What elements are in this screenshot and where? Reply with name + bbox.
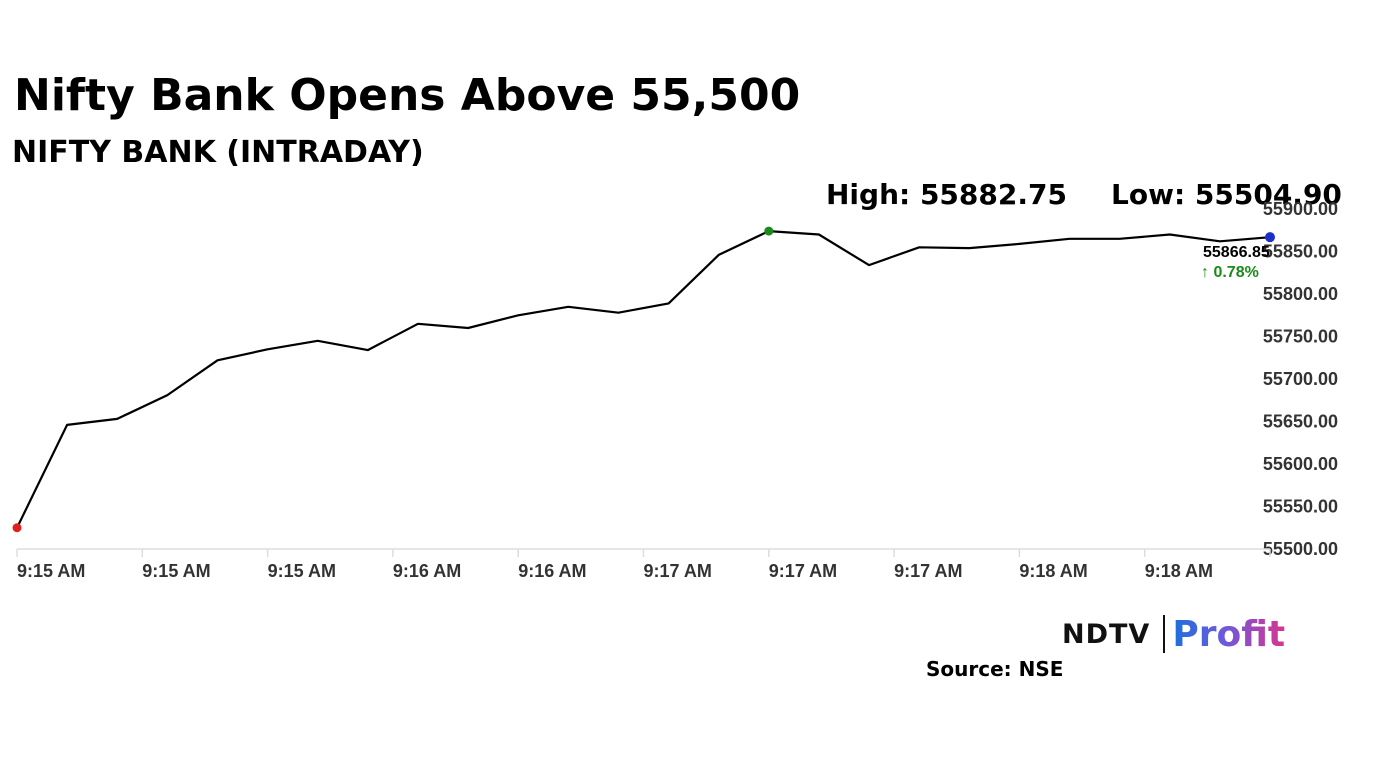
source-note: Source: NSE — [926, 657, 1064, 681]
y-tick-label: 55750.00 — [1263, 327, 1338, 347]
x-tick-label: 9:15 AM — [142, 561, 210, 581]
x-tick-label: 9:17 AM — [644, 561, 712, 581]
low-value-label: Low: 55504.90 — [1111, 178, 1342, 211]
brand-divider — [1163, 615, 1166, 653]
start-point-marker — [12, 523, 22, 533]
y-tick-label: 55800.00 — [1263, 284, 1338, 304]
x-tick-label: 9:16 AM — [393, 561, 461, 581]
y-tick-label: 55600.00 — [1263, 454, 1338, 474]
x-tick-label: 9:17 AM — [894, 561, 962, 581]
brand-ndtv-text: NDTV — [1062, 618, 1151, 650]
x-tick-label: 9:17 AM — [769, 561, 837, 581]
x-tick-label: 9:18 AM — [1019, 561, 1087, 581]
last-point-marker — [1265, 232, 1275, 243]
y-tick-label: 55900.00 — [1263, 199, 1338, 219]
change-percent-label: ↑ 0.78% — [1201, 264, 1259, 281]
y-tick-label: 55500.00 — [1263, 539, 1338, 559]
series-line — [16, 230, 1271, 529]
ndtv-profit-logo: NDTV Profit — [1062, 612, 1285, 656]
x-axis: 9:15 AM 9:15 AM 9:15 AM 9:16 AM 9:16 AM 9:17 … — [16, 548, 1271, 581]
x-tick-label: 9:15 AM — [17, 561, 85, 581]
brand-profit-text: Profit — [1172, 613, 1286, 655]
y-tick-label: 55850.00 — [1263, 242, 1338, 262]
y-axis: 55500.00 55550.00 55600.00 55650.00 55700.00… — [1263, 199, 1338, 559]
x-tick-label: 9:15 AM — [268, 561, 336, 581]
y-tick-label: 55650.00 — [1263, 412, 1338, 432]
y-tick-label: 55700.00 — [1263, 369, 1338, 389]
series-group — [16, 230, 1271, 529]
last-value-label: 55866.85 — [1203, 244, 1270, 261]
y-tick-label: 55550.00 — [1263, 497, 1338, 517]
markers-group — [12, 226, 1275, 533]
x-tick-label: 9:18 AM — [1145, 561, 1213, 581]
chart-subtitle: NIFTY BANK (INTRADAY) — [12, 135, 424, 170]
annotations-group: 55866.85 ↑ 0.78% — [1201, 244, 1270, 281]
high-value-label: High: 55882.75 — [826, 178, 1067, 211]
high-point-marker — [764, 226, 774, 236]
x-tick-label: 9:16 AM — [518, 561, 586, 581]
chart-title: Nifty Bank Opens Above 55,500 — [14, 70, 801, 121]
